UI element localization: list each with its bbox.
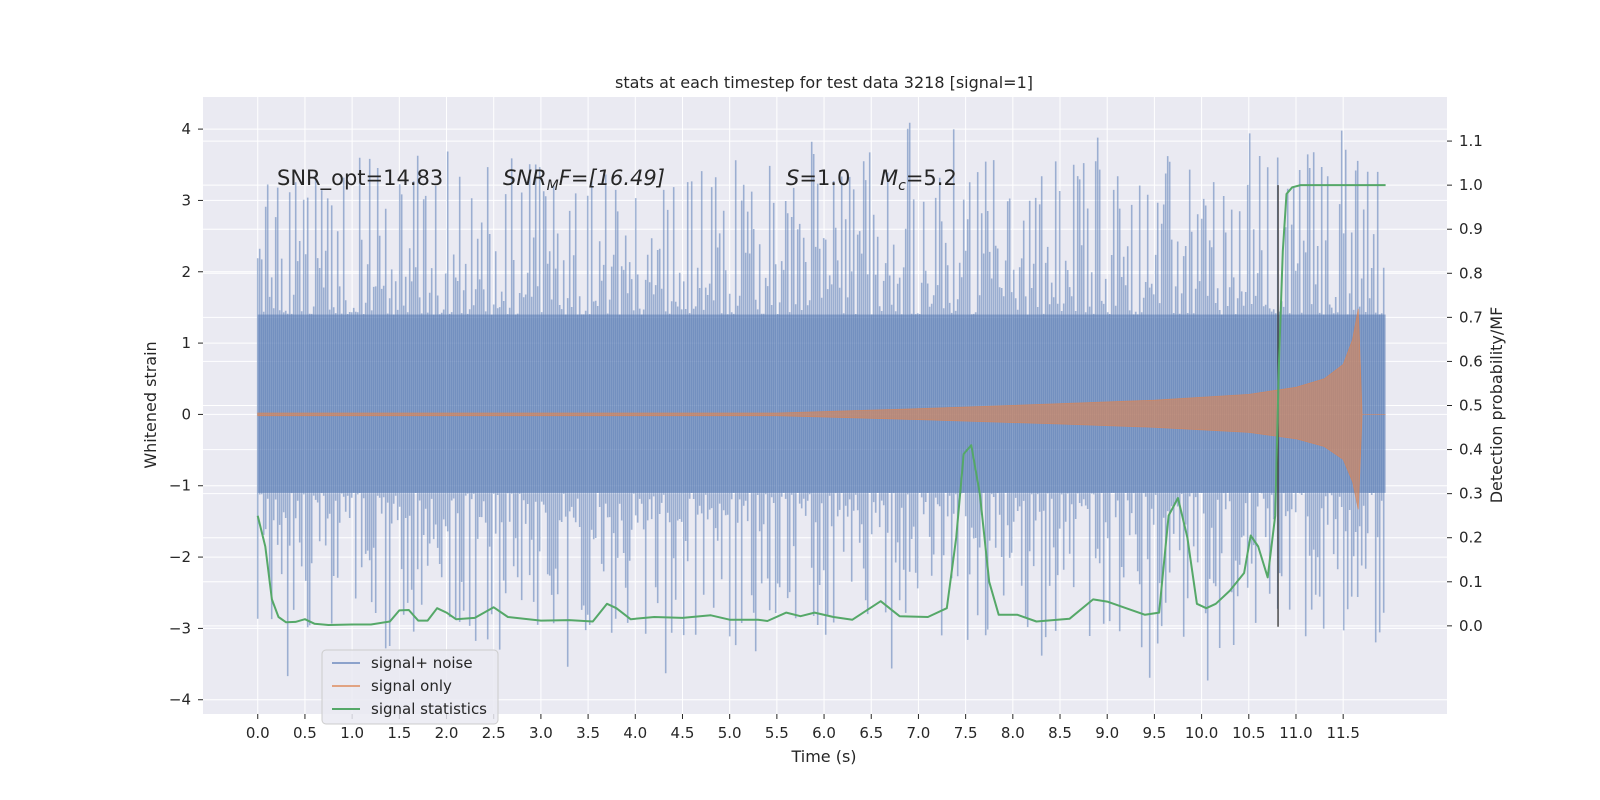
y-right-tick-label: 1.0 (1459, 176, 1483, 194)
y-tick-label: 0 (181, 405, 191, 423)
x-tick-label: 5.5 (765, 724, 789, 742)
y-right-tick-label: 0.9 (1459, 220, 1483, 238)
x-tick-label: 9.5 (1142, 724, 1166, 742)
series-signal-statistics (256, 184, 1386, 626)
annotation-snr-mf: SNRMF=[16.49] (503, 166, 665, 194)
x-tick-label: 9.0 (1095, 724, 1119, 742)
y-right-tick-label: 0.1 (1459, 573, 1483, 591)
annotation-mc: Mc=5.2 (880, 166, 957, 194)
x-tick-label: 1.0 (340, 724, 364, 742)
x-tick-label: 11.0 (1279, 724, 1312, 742)
x-tick-label: 2.5 (482, 724, 506, 742)
x-tick-label: 7.5 (954, 724, 978, 742)
x-tick-label: 10.5 (1232, 724, 1265, 742)
x-tick-label: 4.0 (623, 724, 647, 742)
data-layer (256, 122, 1386, 681)
x-tick-label: 8.0 (1001, 724, 1025, 742)
legend: signal+ noise signal only signal statist… (321, 649, 499, 725)
x-tick-label: 11.5 (1326, 724, 1359, 742)
x-axis-label: Time (s) (790, 747, 856, 766)
annotations: SNR_opt=14.83 SNRMF=[16.49] S=1.0 Mc=5.2 (277, 166, 957, 194)
y-tick-label: −1 (169, 477, 191, 495)
x-tick-label: 1.5 (387, 724, 411, 742)
y-right-tick-label: 0.3 (1459, 485, 1483, 503)
y-tick-label: −3 (169, 619, 191, 637)
series-signal-only (257, 308, 1386, 510)
x-tick-label: 5.0 (718, 724, 742, 742)
x-tick-label: 6.0 (812, 724, 836, 742)
y-right-tick-label: 0.4 (1459, 441, 1483, 459)
legend-box (321, 649, 499, 725)
y-tick-label: 2 (181, 263, 191, 281)
y-right-tick-label: 1.1 (1459, 132, 1483, 150)
x-tick-label: 4.5 (671, 724, 695, 742)
x-tick-label: 0.5 (293, 724, 317, 742)
y-axis-label: Whitened strain (141, 341, 160, 468)
y-tick-label: 4 (181, 120, 191, 138)
x-tick-label: 10.0 (1185, 724, 1218, 742)
y-tick-label: 3 (181, 191, 191, 209)
y-right-tick-label: 0.8 (1459, 264, 1483, 282)
y-right-tick-label: 0.5 (1459, 397, 1483, 415)
y-right-tick-label: 0.6 (1459, 352, 1483, 370)
x-tick-label: 2.0 (435, 724, 459, 742)
x-tick-label: 0.0 (246, 724, 270, 742)
y-right-tick-label: 0.7 (1459, 308, 1483, 326)
legend-label-signal-only: signal only (371, 677, 452, 695)
y-tick-label: −2 (169, 548, 191, 566)
x-tick-label: 3.5 (576, 724, 600, 742)
chart-title: stats at each timestep for test data 321… (615, 73, 1033, 92)
y-tick-label: 1 (181, 334, 191, 352)
y-axis-label-right: Detection probability/MF (1487, 307, 1506, 504)
annotation-s: S=1.0 (786, 166, 850, 190)
y-tick-label: −4 (169, 691, 191, 709)
x-tick-label: 8.5 (1048, 724, 1072, 742)
y-right-tick-label: 0.2 (1459, 529, 1483, 547)
y-right-tick-label: 0.0 (1459, 617, 1483, 635)
x-tick-label: 3.0 (529, 724, 553, 742)
annotation-snr-opt: SNR_opt=14.83 (277, 166, 443, 191)
legend-label-signal-statistics: signal statistics (371, 700, 487, 718)
x-tick-label: 7.0 (907, 724, 931, 742)
x-tick-label: 6.5 (859, 724, 883, 742)
ticks: 0.0 0.5 1.0 1.5 2.0 2.5 3.0 3.5 4.0 4.5 5.0 5.5 6.0 6… (169, 120, 1483, 742)
legend-label-signal-noise: signal+ noise (371, 654, 473, 672)
